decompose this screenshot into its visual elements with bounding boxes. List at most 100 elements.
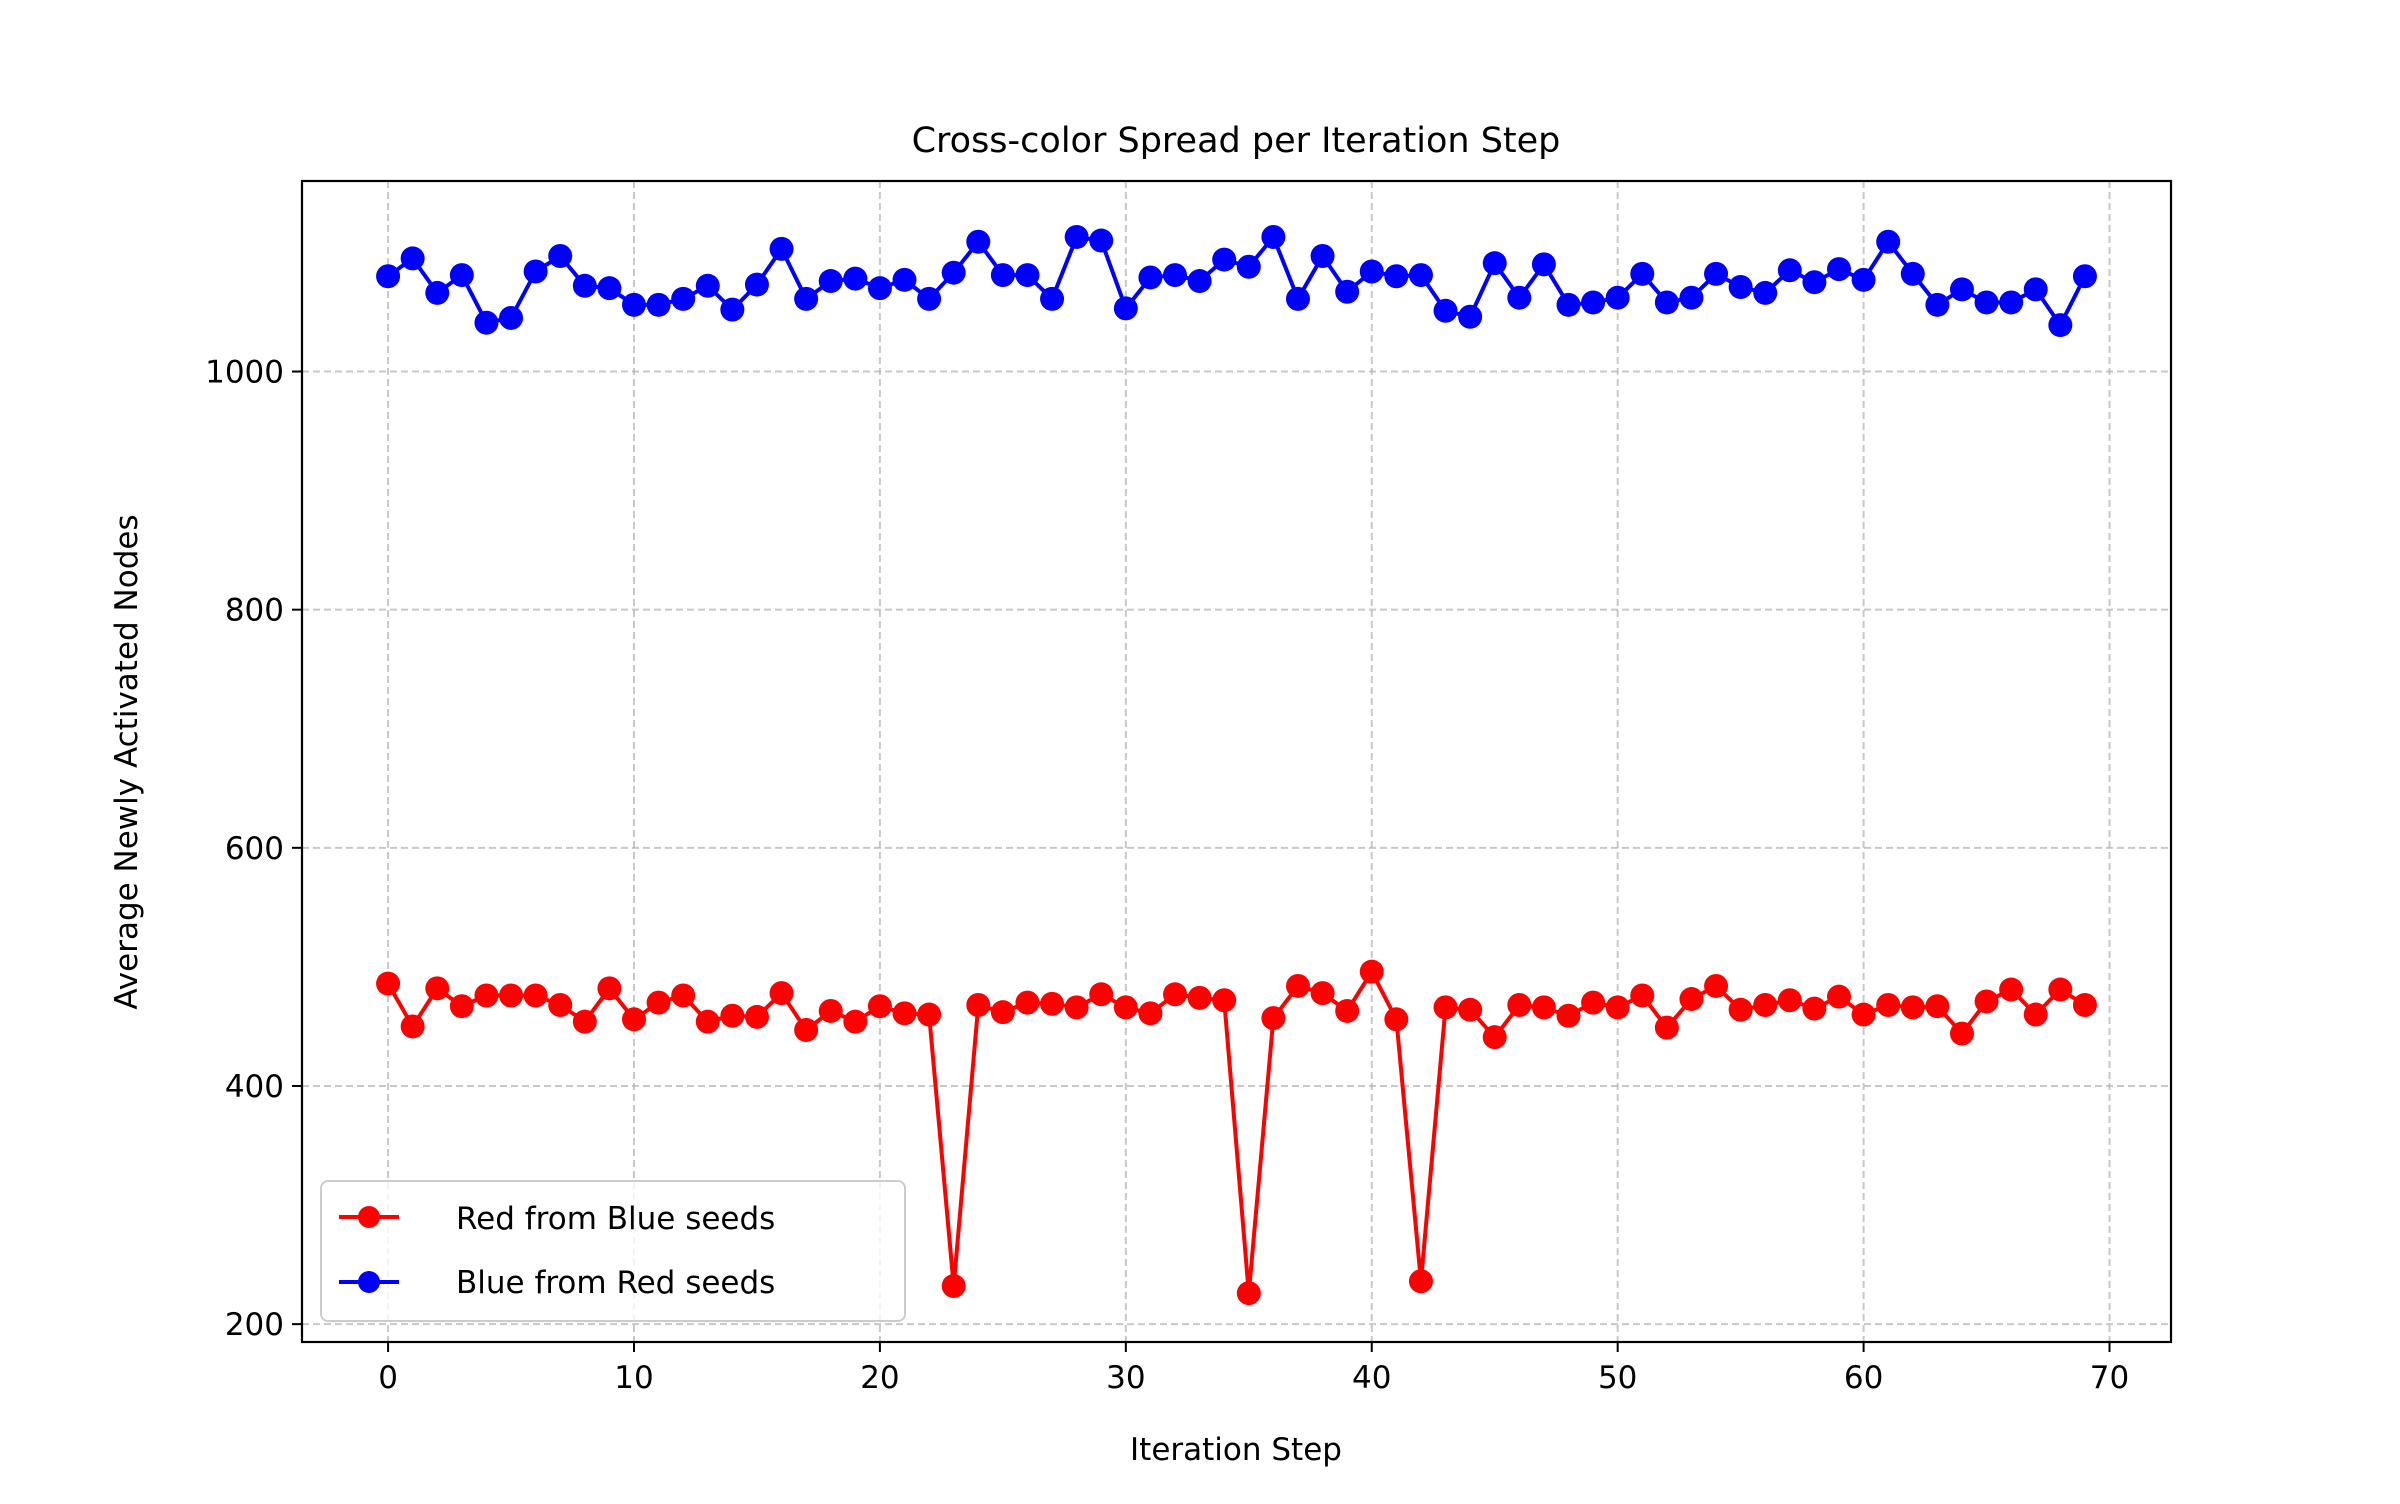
data-point [1138, 1001, 1163, 1026]
data-point [720, 1003, 745, 1028]
data-point [917, 1002, 942, 1027]
data-point [867, 994, 892, 1019]
data-point [892, 267, 917, 292]
y-tick-label: 1000 [205, 355, 284, 391]
data-point [1949, 1021, 1974, 1046]
data-point [1654, 1015, 1679, 1040]
x-tick-label: 10 [614, 1360, 653, 1396]
data-point [1285, 286, 1310, 311]
data-point [695, 273, 720, 298]
data-point [1507, 285, 1532, 310]
series-line [386, 969, 2086, 1296]
data-point [1163, 263, 1188, 288]
data-point [1753, 993, 1778, 1018]
data-point [1753, 280, 1778, 305]
data-point [1212, 247, 1237, 272]
data-point [2048, 313, 2073, 338]
data-point [474, 983, 499, 1008]
data-point [1827, 984, 1852, 1009]
data-point [1187, 985, 1212, 1010]
data-point [1728, 274, 1753, 299]
y-tick-label: 800 [225, 593, 284, 629]
data-point [1900, 995, 1925, 1020]
data-point [990, 1000, 1015, 1025]
data-point [1581, 990, 1606, 1015]
data-point [1236, 1281, 1261, 1306]
data-point [572, 1009, 597, 1034]
data-point [1384, 1007, 1409, 1032]
data-point [1212, 988, 1237, 1013]
data-point [1925, 994, 1950, 1019]
data-point [1630, 983, 1655, 1008]
legend-label-blue: Blue from Red seeds [456, 1265, 775, 1301]
grid [302, 181, 2171, 1342]
data-point [499, 983, 524, 1008]
data-point [1925, 292, 1950, 317]
data-point [1359, 959, 1384, 984]
data-point [1335, 998, 1360, 1023]
data-point [499, 305, 524, 330]
x-tick-label: 0 [378, 1360, 398, 1396]
data-point [1408, 1269, 1433, 1294]
data-point [1408, 263, 1433, 288]
data-point [1482, 251, 1507, 276]
data-point [1187, 269, 1212, 294]
data-point [1802, 270, 1827, 295]
data-point [1679, 987, 1704, 1012]
series-blue [376, 224, 2097, 338]
data-point [621, 1007, 646, 1032]
data-point [1974, 290, 1999, 315]
data-point [1876, 229, 1901, 254]
data-point [1728, 997, 1753, 1022]
data-point [1851, 1002, 1876, 1027]
data-point [621, 292, 646, 317]
data-point [1015, 990, 1040, 1015]
legend-marker-red [358, 1206, 380, 1228]
data-point [990, 263, 1015, 288]
data-point [769, 236, 794, 261]
data-point [1605, 285, 1630, 310]
data-point [1679, 285, 1704, 310]
data-point [400, 246, 425, 271]
data-point [1089, 228, 1114, 253]
data-point [2023, 1002, 2048, 1027]
data-point [1163, 982, 1188, 1007]
data-point [1605, 995, 1630, 1020]
data-point [572, 273, 597, 298]
y-axis-label: Average Newly Activated Nodes [109, 514, 145, 1009]
data-point [1777, 988, 1802, 1013]
x-tick-label: 30 [1106, 1360, 1145, 1396]
x-tick-label: 60 [1844, 1360, 1883, 1396]
data-point [892, 1001, 917, 1026]
data-point [818, 269, 843, 294]
data-point [1556, 1003, 1581, 1028]
chart-title: Cross-color Spread per Iteration Step [912, 121, 1561, 161]
data-point [425, 280, 450, 305]
data-point [474, 310, 499, 335]
data-point [425, 976, 450, 1001]
data-point [2072, 264, 2097, 289]
data-point [1556, 292, 1581, 317]
data-point [769, 981, 794, 1006]
data-point [1089, 982, 1114, 1007]
data-point [376, 971, 401, 996]
data-point [1433, 298, 1458, 323]
data-point [744, 272, 769, 297]
data-point [1974, 989, 1999, 1014]
legend-marker-blue [358, 1271, 380, 1293]
data-point [1851, 267, 1876, 292]
data-point [720, 297, 745, 322]
data-point [1433, 995, 1458, 1020]
data-point [941, 1274, 966, 1299]
data-point [1285, 973, 1310, 998]
data-point [1876, 993, 1901, 1018]
data-point [1138, 265, 1163, 290]
y-tick-label: 400 [225, 1069, 284, 1105]
data-point [917, 286, 942, 311]
data-point [646, 292, 671, 317]
series-line [386, 234, 2087, 328]
data-point [1531, 995, 1556, 1020]
data-point [597, 276, 622, 301]
data-point [966, 993, 991, 1018]
